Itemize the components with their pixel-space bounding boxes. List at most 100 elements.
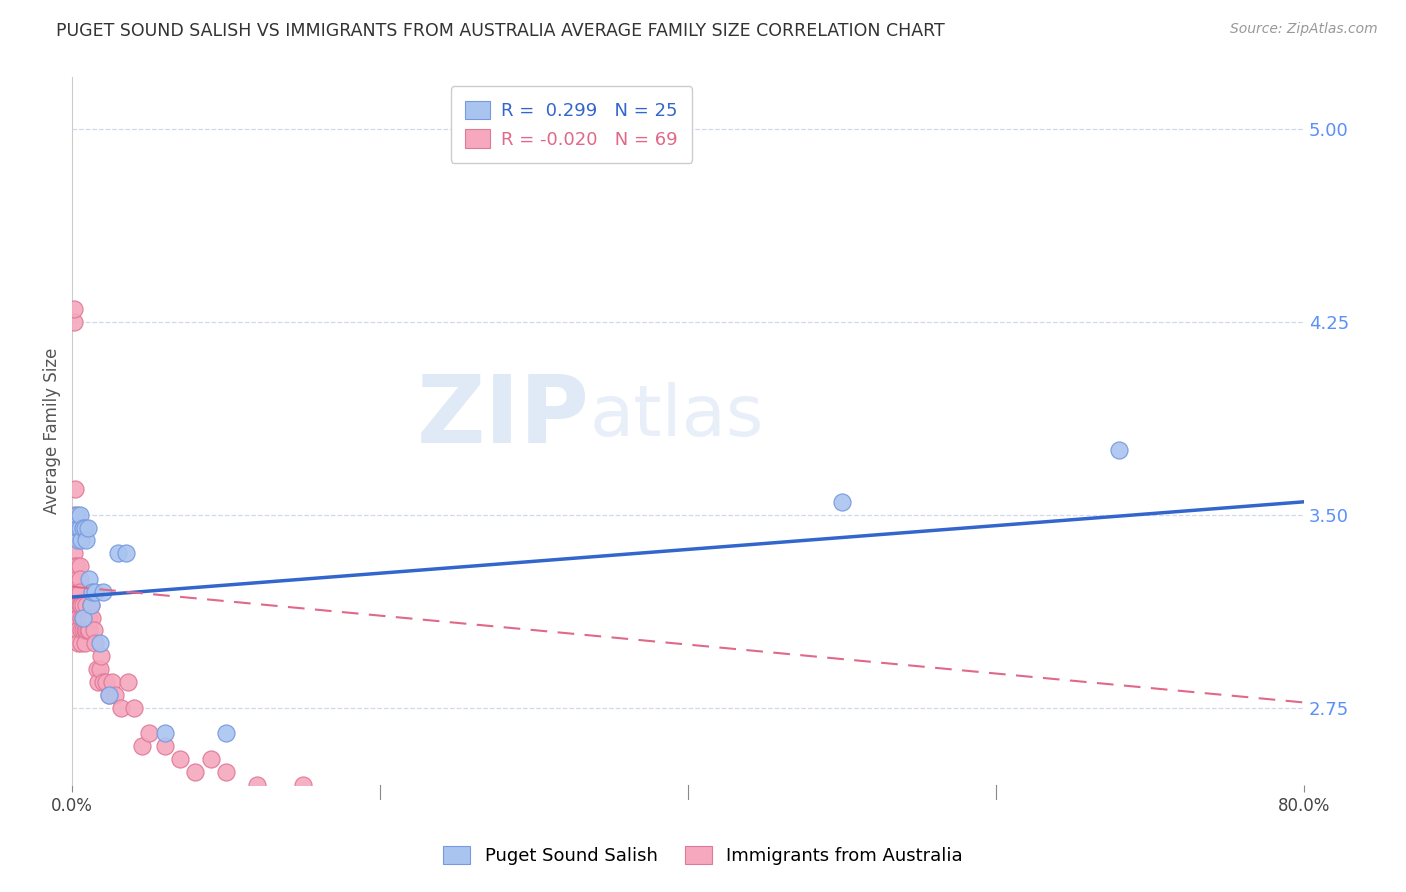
Point [91,674,114,689]
Point [153,726,176,740]
Point [107,546,129,560]
Point [70,624,93,638]
Point [70,610,93,624]
Point [62,301,84,316]
Point [831,495,853,509]
Point [62,572,84,586]
Point [82,585,104,599]
Legend: Puget Sound Salish, Immigrants from Australia: Puget Sound Salish, Immigrants from Aust… [434,837,972,874]
Point [98,688,121,702]
Point [76,520,98,534]
Point [69,520,91,534]
Point [75,533,97,548]
Point [200,752,222,766]
Point [70,636,93,650]
Point [67,520,90,534]
Point [67,624,90,638]
Point [69,585,91,599]
Point [65,572,87,586]
Point [66,598,89,612]
Point [110,700,132,714]
Point [246,778,269,792]
Point [215,764,238,779]
Point [82,610,104,624]
Text: atlas: atlas [589,383,763,451]
Point [80,598,103,612]
Point [215,726,238,740]
Point [84,585,107,599]
Point [73,520,96,534]
Point [65,559,87,574]
Point [73,624,96,638]
Point [77,624,100,638]
Point [90,649,112,664]
Point [94,674,117,689]
Point [1108,443,1130,458]
Point [87,674,110,689]
Point [69,559,91,574]
Point [62,315,84,329]
Point [131,739,153,754]
Point [67,636,90,650]
Point [80,598,103,612]
Point [115,546,138,560]
Text: Source: ZipAtlas.com: Source: ZipAtlas.com [1230,22,1378,37]
Point [67,610,90,624]
Point [77,610,100,624]
Point [66,585,89,599]
Point [66,572,89,586]
Point [62,508,84,522]
Point [72,610,94,624]
Point [153,739,176,754]
Point [72,624,94,638]
Point [76,624,98,638]
Text: PUGET SOUND SALISH VS IMMIGRANTS FROM AUSTRALIA AVERAGE FAMILY SIZE CORRELATION : PUGET SOUND SALISH VS IMMIGRANTS FROM AU… [56,22,945,40]
Point [69,598,91,612]
Point [138,726,160,740]
Point [62,533,84,548]
Point [66,508,89,522]
Point [67,533,90,548]
Point [62,598,84,612]
Point [66,559,89,574]
Point [77,572,100,586]
Point [72,598,94,612]
Point [62,610,84,624]
Point [101,674,124,689]
Point [65,585,87,599]
Point [84,636,107,650]
Text: ZIP: ZIP [416,371,589,463]
Point [76,610,98,624]
Point [292,778,315,792]
Point [104,688,127,702]
Point [62,559,84,574]
Point [69,572,91,586]
Point [65,610,87,624]
Point [73,610,96,624]
Point [91,585,114,599]
Point [70,598,93,612]
Point [70,533,93,548]
Point [65,482,87,496]
Point [62,546,84,560]
Point [89,636,111,650]
Point [72,520,94,534]
Point [65,598,87,612]
Point [75,598,97,612]
Point [83,624,105,638]
Point [169,752,191,766]
Point [86,662,108,676]
Point [117,674,139,689]
Point [73,636,96,650]
Point [69,508,91,522]
Point [67,598,90,612]
Point [75,624,97,638]
Point [62,585,84,599]
Point [184,764,207,779]
Point [65,842,87,856]
Point [72,610,94,624]
Point [98,688,121,702]
Point [89,662,111,676]
Legend: R =  0.299   N = 25, R = -0.020   N = 69: R = 0.299 N = 25, R = -0.020 N = 69 [451,87,692,163]
Y-axis label: Average Family Size: Average Family Size [44,348,60,515]
